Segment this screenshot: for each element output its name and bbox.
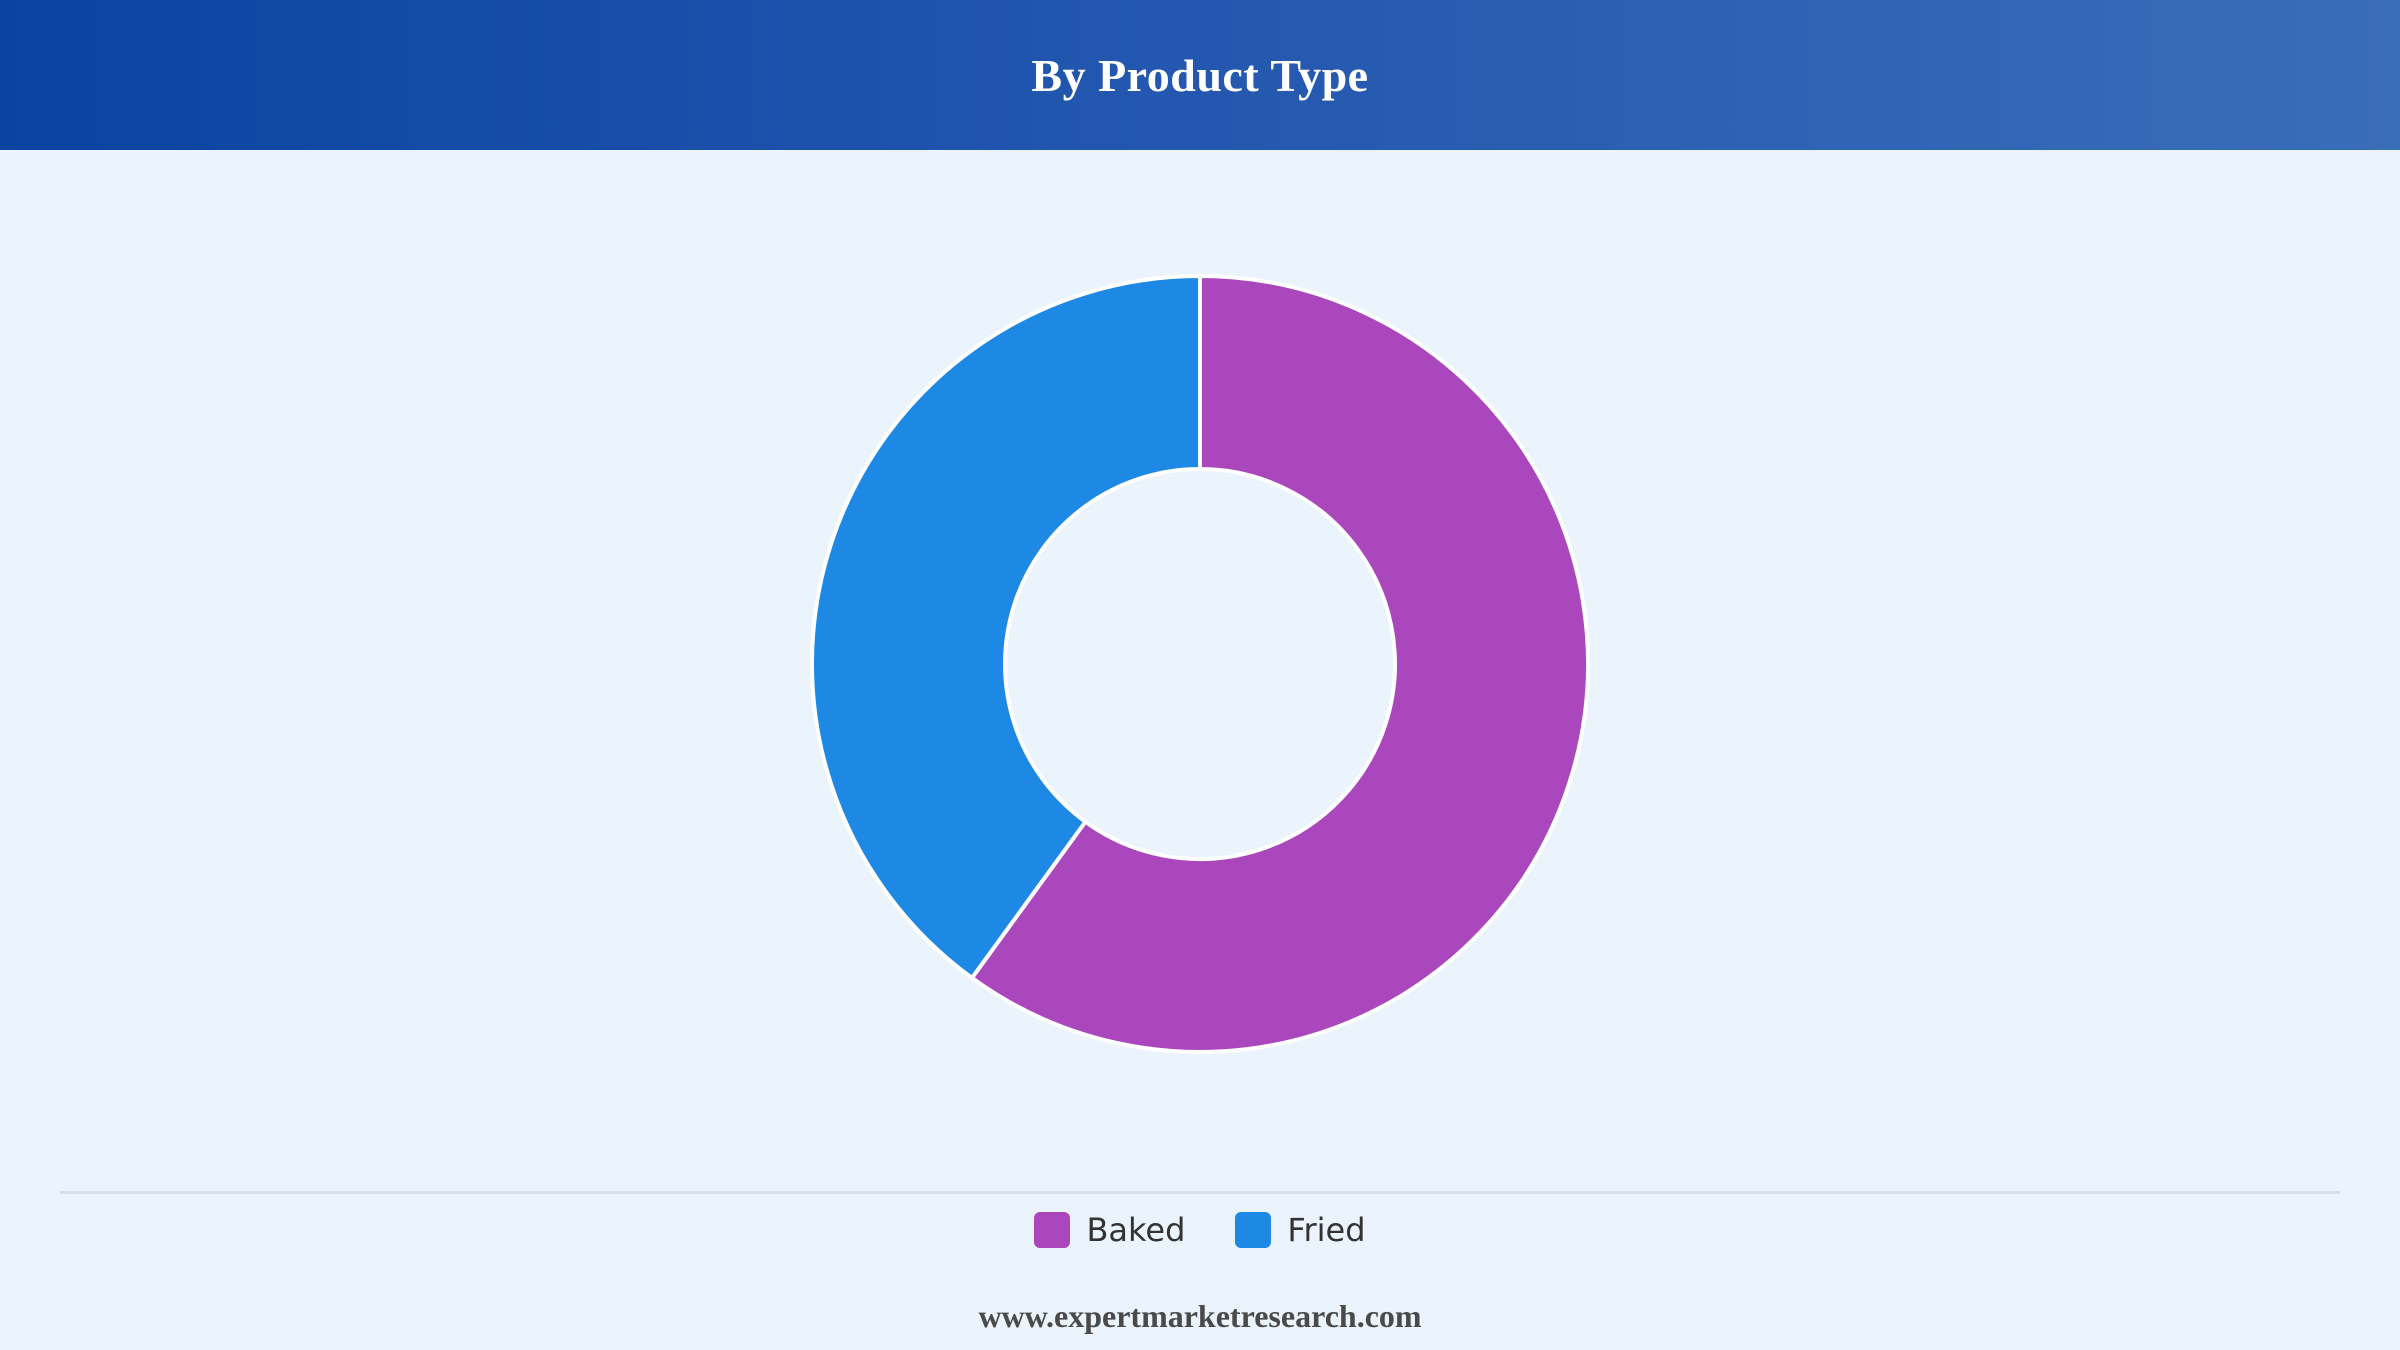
legend-item-baked[interactable]: Baked	[1034, 1211, 1185, 1249]
donut-slice-fried[interactable]	[810, 274, 1202, 980]
chart-area	[0, 150, 2400, 1190]
donut-slice-baked[interactable]	[969, 274, 1590, 1054]
legend-divider	[60, 1191, 2340, 1194]
legend-swatch-baked	[1034, 1212, 1071, 1248]
legend: Baked Fried	[0, 1208, 2400, 1252]
legend-swatch-fried	[1235, 1212, 1272, 1248]
legend-label-fried: Fried	[1287, 1211, 1366, 1249]
header-banner: By Product Type	[0, 0, 2400, 150]
donut-chart	[810, 274, 1590, 1054]
source-footer: www.expertmarketresearch.com	[978, 1298, 1422, 1334]
chart-title: By Product Type	[1031, 49, 1369, 101]
legend-label-baked: Baked	[1086, 1211, 1186, 1249]
legend-item-fried[interactable]: Fried	[1235, 1211, 1366, 1249]
